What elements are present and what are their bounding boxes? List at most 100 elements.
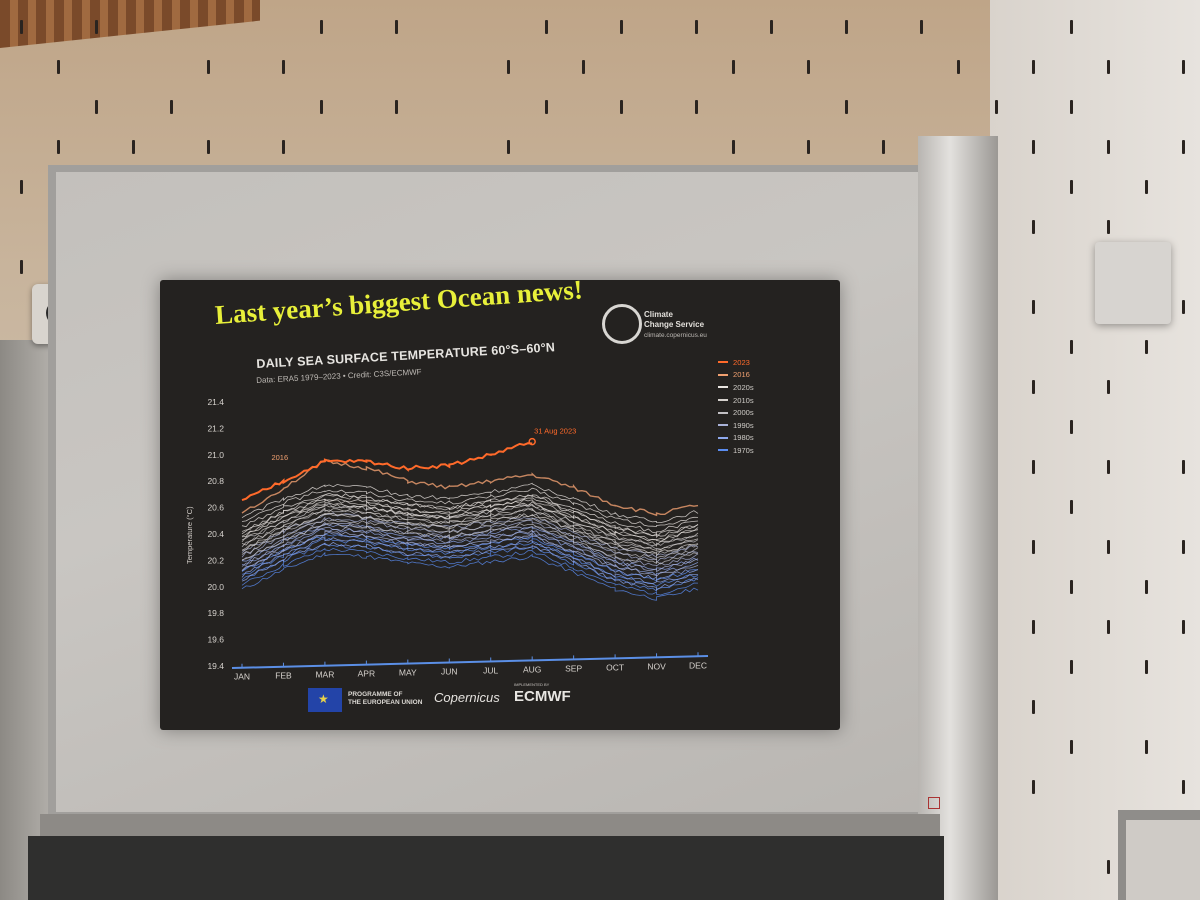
footer-logos: ★ PROGRAMME OF THE EUROPEAN UNION Coperni… xyxy=(308,682,628,714)
brick-slot xyxy=(1145,740,1148,754)
brick-slot xyxy=(132,140,135,154)
brick-slot xyxy=(807,140,810,154)
brick-slot xyxy=(620,100,623,114)
copernicus-logo: Copernicus xyxy=(434,690,500,705)
legend-item: 2023 xyxy=(718,356,778,369)
brick-slot xyxy=(957,60,960,74)
y-tick-label: 19.6 xyxy=(207,635,224,645)
legend-swatch xyxy=(718,399,728,402)
brick-slot xyxy=(770,20,773,34)
brick-slot xyxy=(582,60,585,74)
brick-slot xyxy=(207,140,210,154)
chalkboard xyxy=(28,836,944,900)
brick-slot xyxy=(1032,60,1035,74)
brick-slot xyxy=(1182,60,1185,74)
brick-slot xyxy=(207,60,210,74)
white-brick-wall xyxy=(990,0,1200,900)
brick-slot xyxy=(1070,500,1073,514)
brick-slot xyxy=(20,180,23,194)
brick-slot xyxy=(732,60,735,74)
brick-slot xyxy=(807,60,810,74)
legend-swatch xyxy=(718,361,728,364)
brick-slot xyxy=(995,100,998,114)
brick-slot xyxy=(320,100,323,114)
legend-label: 2020s xyxy=(733,382,754,392)
y-tick-label: 20.8 xyxy=(207,476,224,486)
series-line-2020s xyxy=(241,492,699,534)
series-line-2023 xyxy=(241,442,533,502)
eu-text-1: PROGRAMME OF xyxy=(348,691,403,698)
brick-slot xyxy=(1032,380,1035,394)
c3s-name-2: Change Service xyxy=(644,320,705,329)
brick-slot xyxy=(95,20,98,34)
legend-swatch xyxy=(718,386,728,389)
brick-slot xyxy=(57,140,60,154)
brick-slot xyxy=(1145,180,1148,194)
y-tick-label: 21.4 xyxy=(207,397,224,407)
legend-item: 2010s xyxy=(718,394,778,407)
end-marker xyxy=(528,437,536,446)
brick-slot xyxy=(545,20,548,34)
ecmwf-logo: ECMWF xyxy=(514,688,571,705)
x-tick-label: MAY xyxy=(399,668,417,678)
door-frame xyxy=(1118,810,1200,900)
brick-slot xyxy=(170,100,173,114)
series-line-1990s xyxy=(241,512,699,559)
brick-slot xyxy=(1070,660,1073,674)
brick-slot xyxy=(282,140,285,154)
brick-slot xyxy=(1070,420,1073,434)
c3s-logo: Climate Change Service climate.copernicus… xyxy=(600,300,730,344)
series-line-1990s xyxy=(241,530,699,578)
brick-slot xyxy=(1032,540,1035,554)
brick-slot xyxy=(1107,140,1110,154)
series-line-2010s xyxy=(241,512,699,557)
board-rail xyxy=(40,814,940,836)
x-tick-label: SEP xyxy=(565,663,582,673)
x-tick-label: MAR xyxy=(315,670,334,680)
brick-slot xyxy=(320,20,323,34)
brick-slot xyxy=(1032,300,1035,314)
brick-slot xyxy=(1182,620,1185,634)
eu-text-2: THE EUROPEAN UNION xyxy=(348,699,423,706)
brick-slot xyxy=(620,20,623,34)
x-tick-label: JUN xyxy=(441,667,458,677)
series-line-2020s xyxy=(241,487,699,527)
legend-label: 2000s xyxy=(733,408,754,418)
series-line-2020s xyxy=(241,500,699,542)
legend-item: 2000s xyxy=(718,406,778,419)
x-tick-label: OCT xyxy=(606,662,624,672)
y-axis-label: Temperature (°C) xyxy=(185,506,194,564)
legend-item: 2016 xyxy=(718,369,778,382)
chart-legend: 2023 2016 2020s 2010s 2000s 1990s 1980s 1970s xyxy=(718,356,778,457)
brick-slot xyxy=(507,60,510,74)
legend-label: 2023 xyxy=(733,357,750,367)
y-tick-label: 21.2 xyxy=(207,423,224,433)
brick-slot xyxy=(845,20,848,34)
series-line-2010s xyxy=(241,507,699,552)
pillar xyxy=(918,136,998,900)
brick-slot xyxy=(1070,100,1073,114)
brick-slot xyxy=(1145,340,1148,354)
brick-slot xyxy=(695,20,698,34)
x-tick-label: AUG xyxy=(523,664,541,674)
brick-slot xyxy=(1182,780,1185,794)
y-tick-label: 21.0 xyxy=(207,450,224,460)
brick-slot xyxy=(20,20,23,34)
brick-slot xyxy=(1032,140,1035,154)
x-tick-label: DEC xyxy=(689,660,707,670)
series-line-1980s xyxy=(241,536,699,585)
brick-slot xyxy=(695,100,698,114)
brick-slot xyxy=(1070,340,1073,354)
legend-label: 2016 xyxy=(733,370,750,380)
brick-slot xyxy=(1107,860,1110,874)
legend-label: 1980s xyxy=(733,433,754,443)
series-line-1990s xyxy=(241,526,699,573)
sst-chart: 19.4 19.6 19.8 20.0 20.2 20.4 20.6 20.8 21.0 21.2… xyxy=(185,397,709,682)
x-tick-label: NOV xyxy=(647,661,666,671)
brick-slot xyxy=(1182,300,1185,314)
y-tick-label: 19.4 xyxy=(207,661,224,671)
brick-slot xyxy=(57,60,60,74)
legend-item: 1980s xyxy=(718,432,778,445)
brick-slot xyxy=(1145,660,1148,674)
series-line-2010s xyxy=(241,503,699,547)
